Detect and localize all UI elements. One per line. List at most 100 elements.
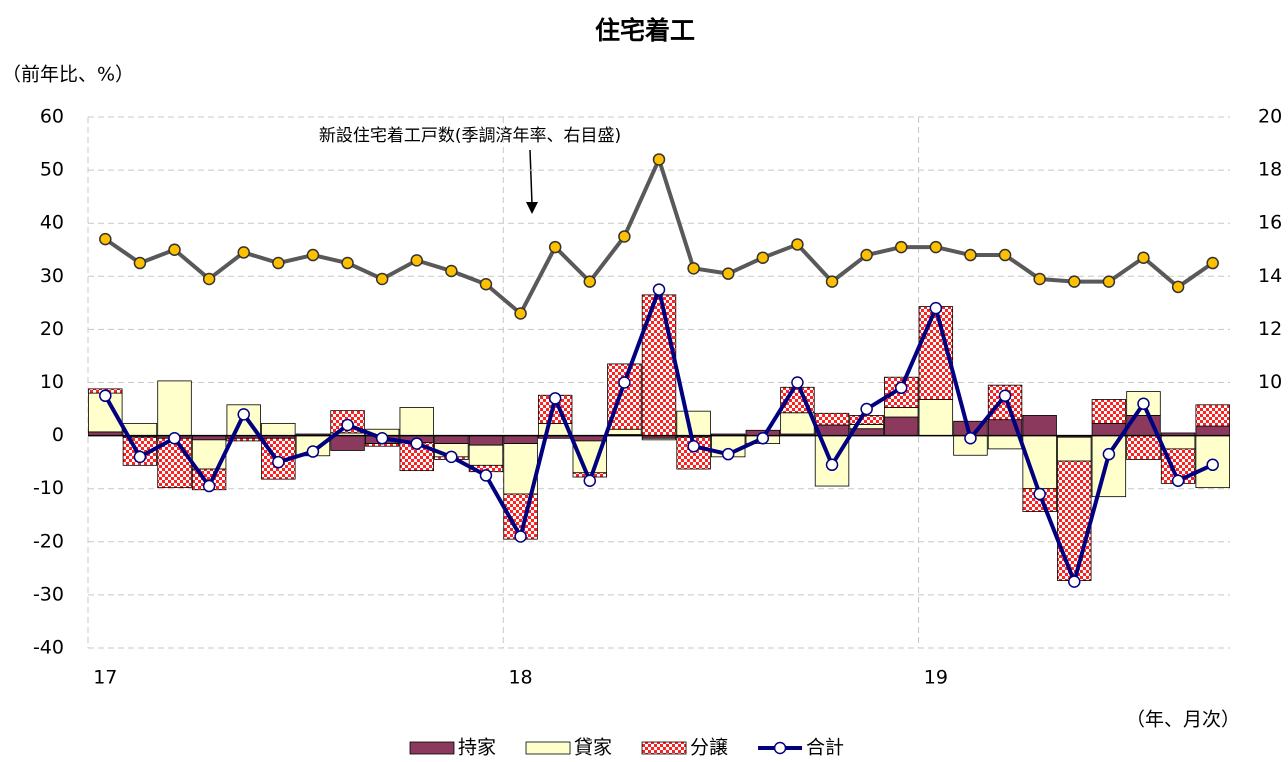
- bar: [1091, 435, 1127, 498]
- bar: [1160, 435, 1196, 450]
- marker: [1102, 275, 1116, 288]
- y-tick-label: 40: [40, 212, 64, 234]
- legend-label: 分譲: [690, 737, 728, 759]
- marker: [514, 530, 527, 543]
- y-tick-label: -40: [33, 637, 64, 659]
- y2-tick-label: 16: [1258, 212, 1282, 234]
- marker: [133, 256, 147, 270]
- bar: [330, 435, 365, 451]
- bar: [1022, 415, 1057, 436]
- marker: [1137, 251, 1150, 264]
- legend-swatch: [641, 741, 687, 755]
- bar: [468, 435, 504, 446]
- bar: [884, 416, 919, 437]
- marker: [306, 248, 320, 262]
- marker: [548, 240, 562, 254]
- marker: [479, 469, 493, 482]
- y-tick-label: 0: [52, 424, 64, 446]
- marker: [133, 450, 147, 464]
- bar: [1195, 435, 1230, 489]
- marker: [1068, 275, 1081, 288]
- x-tick-label: 18: [508, 667, 532, 689]
- bar: [918, 399, 954, 437]
- legend-swatch: [773, 741, 787, 755]
- marker: [202, 479, 216, 493]
- bar: [1195, 404, 1230, 427]
- annotation-arrow: [529, 149, 533, 205]
- bar: [780, 412, 815, 435]
- y-tick-label: -20: [33, 530, 64, 552]
- marker: [791, 376, 804, 389]
- bar: [261, 422, 296, 436]
- bar: [434, 435, 469, 444]
- bar: [1057, 436, 1092, 462]
- marker: [756, 251, 770, 264]
- y-tick-label: -10: [33, 477, 64, 499]
- bar: [884, 407, 919, 418]
- marker: [341, 256, 354, 270]
- legend-label: 貸家: [574, 737, 612, 759]
- marker: [514, 307, 527, 320]
- marker: [479, 278, 493, 291]
- bar: [849, 415, 884, 425]
- marker: [894, 240, 908, 254]
- bar: [987, 435, 1023, 450]
- marker: [1033, 272, 1046, 286]
- y-tick-label: 30: [40, 265, 64, 287]
- marker: [1102, 447, 1116, 461]
- marker: [168, 243, 181, 256]
- marker: [445, 450, 458, 464]
- marker: [1171, 474, 1185, 487]
- bar: [468, 444, 504, 466]
- marker: [721, 267, 735, 280]
- marker: [237, 408, 250, 421]
- legend-label: 持家: [458, 737, 496, 759]
- bar: [814, 412, 850, 426]
- marker: [1068, 575, 1081, 588]
- bar: [1126, 435, 1161, 460]
- x-axis-label: （年、月次）: [1126, 709, 1240, 731]
- bar: [572, 435, 607, 442]
- marker: [548, 392, 562, 405]
- marker: [756, 432, 770, 445]
- chart-title: 住宅着工: [595, 16, 695, 45]
- annotation-arrowhead: [526, 202, 538, 214]
- marker: [272, 256, 285, 270]
- marker: [202, 272, 216, 286]
- marker: [998, 248, 1012, 262]
- marker: [791, 238, 804, 251]
- y-tick-label: -30: [33, 583, 64, 605]
- marker: [618, 376, 631, 389]
- y2-tick-label: 18: [1258, 159, 1282, 181]
- bar: [399, 407, 434, 437]
- legend-swatch: [409, 741, 455, 755]
- marker: [860, 402, 873, 416]
- marker: [375, 432, 389, 445]
- marker: [618, 230, 631, 243]
- bar: [607, 428, 642, 435]
- y-axis-label: （前年比、%）: [2, 64, 134, 86]
- marker: [341, 418, 354, 432]
- marker: [687, 262, 700, 275]
- marker: [1033, 487, 1046, 501]
- annotation: 新設住宅着工戸数(季調済年率、右目盛): [319, 126, 621, 146]
- y-tick-label: 50: [40, 159, 64, 181]
- y-tick-label: 20: [40, 318, 64, 340]
- bar: [157, 380, 192, 437]
- marker: [652, 283, 666, 296]
- marker: [998, 389, 1012, 403]
- bar: [503, 435, 538, 444]
- x-tick-label: 17: [93, 667, 117, 689]
- marker: [1171, 280, 1185, 294]
- marker: [860, 248, 873, 262]
- marker: [410, 437, 424, 450]
- marker: [1206, 458, 1219, 472]
- marker: [583, 474, 597, 487]
- marker: [929, 240, 943, 254]
- marker: [1137, 397, 1150, 410]
- bar: [641, 437, 677, 441]
- marker: [375, 272, 389, 286]
- marker: [825, 458, 839, 472]
- bar: [537, 394, 573, 424]
- marker: [410, 254, 424, 267]
